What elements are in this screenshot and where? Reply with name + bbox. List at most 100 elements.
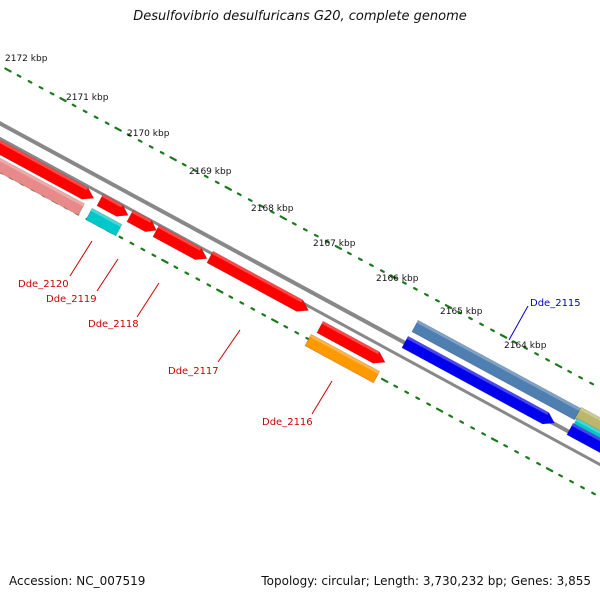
outer-scale-tick: [589, 381, 595, 386]
outer-scale-tick: [346, 251, 352, 256]
inner-scale-tick: [415, 396, 421, 401]
outer-scale-tick: [224, 185, 232, 191]
gene-dde-2120-rev-body: [0, 153, 86, 216]
gene-dde-2115-body: [401, 335, 556, 425]
gene-dde-2115-track: [411, 319, 582, 421]
inner-scale-tick: [129, 241, 135, 246]
inner-scale-tick: [393, 384, 399, 389]
inner-scale-tick: [481, 432, 487, 436]
outer-scale-tick: [368, 263, 374, 268]
gene-dde-2119-cyan-body: [85, 207, 123, 237]
outer-scale-tick: [114, 126, 122, 132]
leader-dde-2119: [96, 258, 119, 292]
outer-scale-tick: [137, 139, 143, 143]
inner-scale-tick: [580, 485, 585, 490]
gene-dde-2118: [152, 224, 208, 260]
leader-dde-2118: [136, 282, 160, 318]
inner-scale-tick: [470, 426, 476, 430]
inner-scale-tick: [558, 473, 563, 478]
outer-scale-tick: [16, 74, 22, 78]
outer-scale-tick: [27, 80, 33, 84]
gene-dde-2116-fwd-body: [316, 320, 386, 364]
gene-label-dde-2118[interactable]: Dde_2118: [88, 319, 139, 330]
gene-dde-2115-highlight: [406, 336, 549, 416]
outer-scale-tick: [247, 198, 253, 202]
gene-dde-2115-track-body: [411, 319, 582, 421]
gene-dde-2116-body: [304, 333, 381, 384]
outer-scale-tick: [523, 346, 528, 350]
accession-text: Accession: NC_007519: [9, 574, 146, 588]
gene-dde-2120-body: [0, 135, 95, 200]
outer-scale-tick: [181, 162, 187, 167]
outer-scale-tick: [334, 244, 343, 250]
outer-scale-tick: [258, 204, 264, 208]
inner-scale-tick: [435, 407, 444, 413]
gene-dde-2116-fwd-highlight: [321, 321, 380, 355]
inner-scale-tick: [228, 295, 234, 299]
outer-scale-tick: [567, 369, 573, 374]
outer-scale-tick: [413, 287, 418, 291]
map-title: Desulfovibrio desulfuricans G20, complet…: [133, 9, 467, 24]
outer-scale-tick: [389, 274, 398, 280]
gene-right-blue-body: [566, 422, 600, 455]
inner-scale-tick: [151, 253, 157, 258]
outer-scale-tick: [379, 269, 385, 273]
gene-label-dde-2120[interactable]: Dde_2120: [18, 279, 69, 290]
inner-scale-tick: [545, 467, 554, 473]
inner-scale-tick: [161, 258, 169, 264]
gene-dde-2120: [0, 135, 95, 200]
gene-dde-2118-a-body: [126, 209, 157, 233]
outer-scale-tick: [104, 121, 110, 126]
outer-scale-tick: [512, 340, 517, 344]
gene-dde-2117: [206, 250, 310, 312]
gene-dde-2119: [96, 193, 129, 217]
scale-label-2165: 2165 kbp: [440, 307, 483, 317]
inner-scale-tick: [536, 461, 541, 466]
outer-scale-tick: [490, 328, 495, 333]
gene-label-dde-2117[interactable]: Dde_2117: [168, 366, 219, 377]
leader-dde-2115: [508, 305, 529, 341]
gene-right-khaki-body: [574, 406, 600, 439]
gene-dde-2120-rev: [0, 153, 86, 216]
outer-scale-tick: [578, 375, 584, 380]
outer-scale-tick: [357, 257, 363, 262]
outer-scale-tick: [169, 156, 177, 162]
inner-scale-tick: [569, 479, 574, 484]
gene-dde-2119-body: [96, 193, 129, 217]
outer-scale-tick: [534, 352, 539, 356]
outer-scale-tick: [313, 233, 319, 238]
gene-dde-2119-cyan: [85, 207, 123, 237]
gene-features: [0, 135, 600, 455]
inner-scale-tick: [206, 283, 212, 287]
outer-scale-tick: [479, 322, 484, 327]
gene-dde-2117-body: [206, 250, 310, 312]
outer-scale-tick: [214, 180, 220, 185]
outer-scale-tick: [49, 91, 55, 96]
outer-scale-tick: [59, 97, 67, 103]
inner-scale-tick: [490, 437, 499, 443]
gene-label-dde-2115[interactable]: Dde_2115: [530, 298, 581, 309]
scale-label-2170: 2170 kbp: [127, 129, 170, 139]
inner-scale-tick: [271, 318, 279, 324]
gene-label-dde-2116[interactable]: Dde_2116: [262, 417, 313, 428]
gene-label-dde-2119[interactable]: Dde_2119: [46, 294, 97, 305]
inner-scale-tick: [426, 402, 432, 407]
outer-scale-tick: [4, 67, 12, 73]
outer-scale-tick: [499, 333, 508, 339]
outer-scale-tick: [126, 133, 132, 137]
scale-label-2167: 2167 kbp: [313, 239, 356, 249]
inner-scale-tick: [173, 265, 179, 270]
gene-dde-2118-body: [152, 224, 208, 260]
outer-scale-tick: [291, 221, 297, 226]
outer-scale-tick: [545, 358, 551, 362]
inner-scale-tick: [140, 247, 146, 252]
gene-right-khaki: [574, 406, 600, 439]
inner-scale-tick: [195, 277, 201, 281]
genome-summary-text: Topology: circular; Length: 3,730,232 bp…: [261, 574, 591, 588]
inner-scale-tick: [514, 450, 520, 454]
scale-label-2172: 2172 kbp: [5, 54, 48, 64]
gene-right-khaki-highlight: [579, 407, 600, 429]
outer-scale-tick: [148, 145, 154, 149]
